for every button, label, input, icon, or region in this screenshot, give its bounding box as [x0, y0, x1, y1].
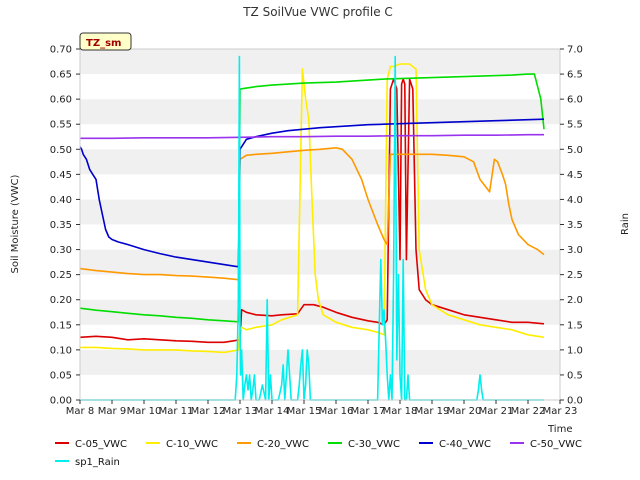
y2-tick-label: 1.0	[567, 345, 583, 356]
grid-band	[80, 74, 560, 100]
y2-tick-label: 4.5	[567, 170, 583, 181]
y2-tick-label: 3.5	[567, 220, 583, 231]
legend-label: C-10_VWC	[166, 439, 218, 450]
plot-area	[79, 55, 545, 401]
grid-band	[80, 324, 560, 350]
x-tick-label: Mar 9	[98, 406, 126, 417]
x-tick-label: Mar 8	[66, 406, 94, 417]
series-line-c-30-vwc	[79, 73, 545, 323]
y2-tick-label: 2.5	[567, 270, 583, 281]
y-tick-label: 0.15	[50, 320, 72, 331]
grid-band	[80, 149, 560, 175]
y2-tick-label: 0.5	[567, 370, 583, 381]
y-axis-label: Soil Moisture (VWC)	[10, 174, 21, 273]
y2-tick-label: 6.0	[567, 95, 583, 106]
badge-label: TZ_sm	[86, 38, 121, 49]
x-tick-label: Mar 14	[255, 406, 290, 417]
grid-band	[80, 224, 560, 250]
y-tick-label: 0.65	[50, 70, 72, 81]
grid-band	[80, 374, 560, 400]
y-tick-label: 0.10	[50, 345, 72, 356]
grid-band	[80, 49, 560, 75]
y-tick-label: 0.25	[50, 270, 72, 281]
badge: TZ_sm	[79, 32, 132, 51]
y-tick-label: 0.00	[50, 396, 72, 407]
x-tick-label: Mar 18	[383, 406, 418, 417]
y2-tick-label: 0.0	[567, 396, 583, 407]
x-tick-label: Mar 11	[159, 406, 194, 417]
y2-tick-label: 5.5	[567, 120, 583, 131]
x-tick-label: Mar 16	[319, 406, 354, 417]
badge-box	[79, 32, 132, 51]
y2-tick-label: 4.0	[567, 195, 583, 206]
y-tick-label: 0.70	[50, 45, 72, 56]
x-tick-label: Mar 17	[351, 406, 386, 417]
y2-tick-label: 3.0	[567, 245, 583, 256]
y-tick-label: 0.20	[50, 295, 72, 306]
y-axis-left: 0.00 0.05 0.10 0.15 0.20 0.25 0.30 0.35 0.40 0.45…	[50, 45, 80, 407]
series-line-c-50-vwc	[80, 133, 544, 140]
y2-tick-label: 1.5	[567, 320, 583, 331]
x-tick-label: Mar 15	[287, 406, 322, 417]
legend-label: C-05_VWC	[75, 439, 127, 450]
series-line-c-20-vwc	[79, 147, 545, 281]
y-tick-label: 0.05	[50, 370, 72, 381]
y2-axis-label: Rain	[620, 213, 631, 235]
legend-label: C-50_VWC	[530, 439, 582, 450]
legend-label: C-40_VWC	[439, 439, 491, 450]
x-tick-label: Mar 22	[511, 406, 546, 417]
y-tick-label: 0.50	[50, 145, 72, 156]
series-line-c-10-vwc	[80, 63, 545, 354]
x-tick-label: Mar 23	[543, 406, 578, 417]
grid-band	[80, 99, 560, 125]
grid-band	[80, 199, 560, 225]
y-tick-label: 0.35	[50, 220, 72, 231]
chart-title: TZ SoilVue VWC profile C	[242, 5, 393, 19]
grid-band	[80, 174, 560, 200]
x-tick-label: Mar 21	[479, 406, 514, 417]
x-tick-label: Mar 20	[447, 406, 482, 417]
y-tick-label: 0.30	[50, 245, 72, 256]
y-tick-label: 0.45	[50, 170, 72, 181]
x-axis-label: Time	[547, 424, 572, 435]
legend: C-05_VWC C-10_VWC C-20_VWC C-30_VWC C-40_VWC…	[55, 439, 582, 468]
grid-band	[80, 274, 560, 300]
y-tick-label: 0.40	[50, 195, 72, 206]
x-tick-label: Mar 10	[127, 406, 162, 417]
y-axis-right: 0.0 0.5 1.0 1.5 2.0 2.5 3.0 3.5 4.0 4.5 5.0 5.5 6.0 6…	[560, 45, 583, 407]
y2-tick-label: 6.5	[567, 70, 583, 81]
x-tick-label: Mar 12	[191, 406, 226, 417]
legend-label: C-30_VWC	[348, 439, 400, 450]
x-tick-label: Mar 19	[415, 406, 450, 417]
y2-tick-label: 5.0	[567, 145, 583, 156]
grid-band	[80, 249, 560, 275]
series-line-c-05-vwc	[79, 78, 545, 344]
grid-bands	[80, 49, 560, 400]
y2-tick-label: 7.0	[567, 45, 583, 56]
legend-label: sp1_Rain	[75, 457, 120, 468]
y-tick-label: 0.60	[50, 95, 72, 106]
grid-band	[80, 349, 560, 375]
y-tick-label: 0.55	[50, 120, 72, 131]
legend-label: C-20_VWC	[257, 439, 309, 450]
y2-tick-label: 2.0	[567, 295, 583, 306]
x-tick-label: Mar 13	[223, 406, 258, 417]
